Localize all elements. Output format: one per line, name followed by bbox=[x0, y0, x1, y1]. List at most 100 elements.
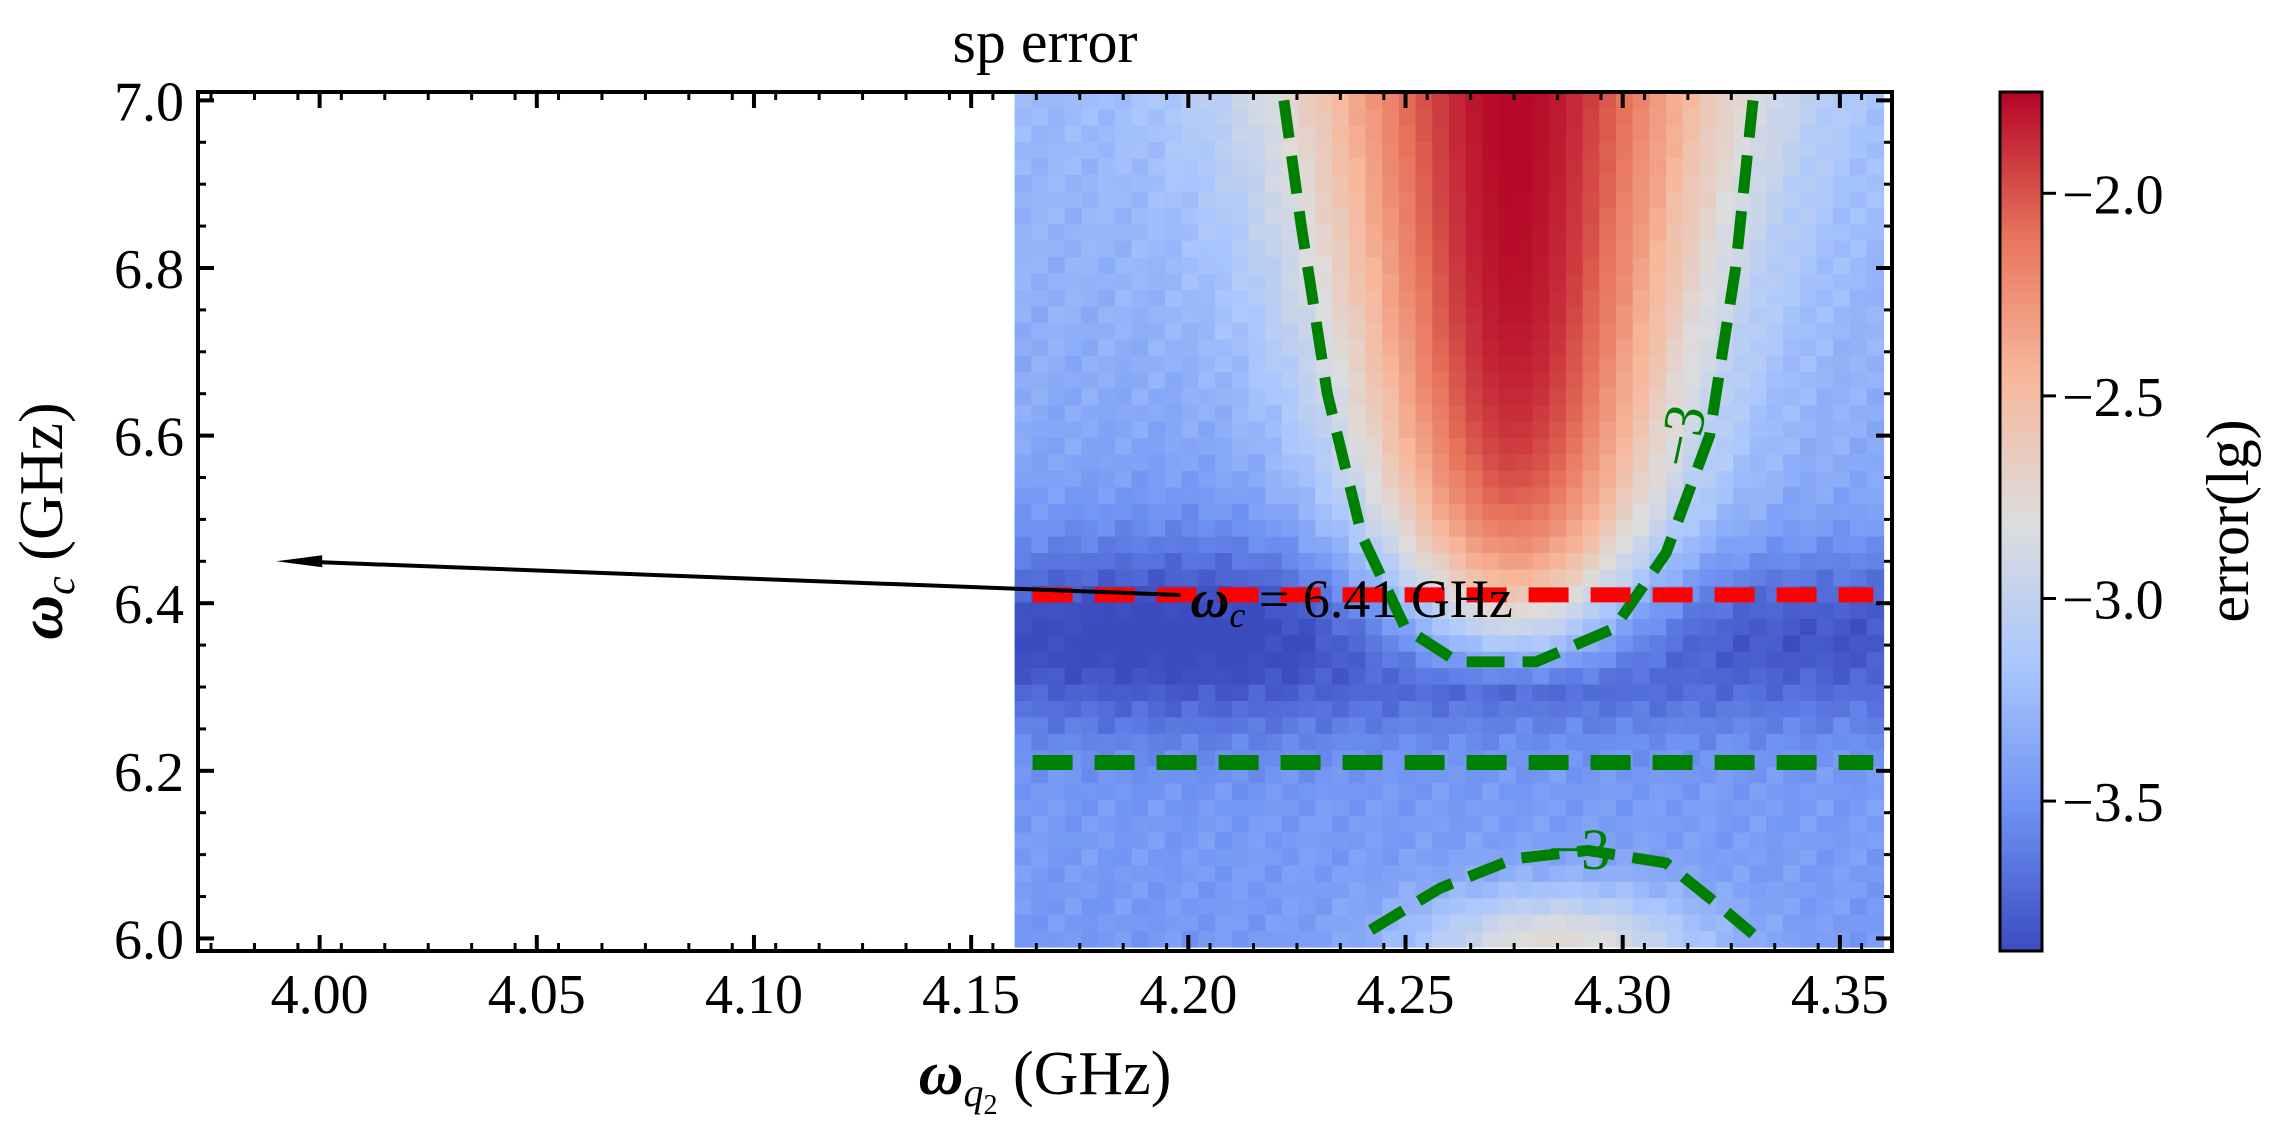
heatmap-cell bbox=[1799, 404, 1818, 422]
heatmap-cell bbox=[1766, 733, 1784, 751]
heatmap-cell bbox=[1465, 272, 1484, 291]
heatmap-cell bbox=[1181, 930, 1200, 948]
heatmap-cell bbox=[1048, 700, 1066, 718]
heatmap-cell bbox=[1482, 683, 1500, 702]
heatmap-cell bbox=[1164, 552, 1183, 570]
heatmap-cell bbox=[1515, 338, 1534, 356]
heatmap-cell bbox=[1432, 322, 1450, 340]
heatmap-cell bbox=[1081, 848, 1099, 866]
heatmap-cell bbox=[1432, 913, 1450, 932]
heatmap-cell bbox=[1281, 256, 1300, 274]
heatmap-cell bbox=[1031, 437, 1049, 455]
heatmap-cell bbox=[1014, 190, 1033, 208]
heatmap-cell bbox=[1081, 355, 1099, 373]
heatmap-cell bbox=[1732, 716, 1751, 734]
heatmap-cell bbox=[1666, 256, 1684, 274]
heatmap-cell bbox=[1632, 881, 1651, 899]
heatmap-cell bbox=[1148, 272, 1166, 291]
heatmap-cell bbox=[1231, 634, 1250, 652]
heatmap-cell bbox=[1448, 716, 1467, 734]
heatmap-cell bbox=[1365, 272, 1383, 291]
heatmap-cell bbox=[1766, 355, 1784, 373]
heatmap-cell bbox=[1432, 552, 1450, 570]
heatmap-cell bbox=[1716, 601, 1734, 619]
heatmap-cell bbox=[1064, 716, 1083, 734]
heatmap-cell bbox=[1398, 765, 1417, 784]
heatmap-cell bbox=[1666, 404, 1684, 422]
heatmap-cell bbox=[1215, 798, 1233, 817]
heatmap-cell bbox=[1766, 239, 1784, 258]
heatmap-cell bbox=[1565, 667, 1584, 685]
heatmap-cell bbox=[1799, 897, 1818, 915]
heatmap-cell bbox=[1833, 634, 1851, 652]
heatmap-cell bbox=[1616, 881, 1634, 899]
heatmap-cell bbox=[1164, 223, 1183, 241]
heatmap-cell bbox=[1248, 930, 1266, 948]
heatmap-cell bbox=[1666, 420, 1684, 439]
heatmap-cell bbox=[1732, 453, 1751, 471]
heatmap-cell bbox=[1448, 765, 1467, 784]
heatmap-cell bbox=[1114, 108, 1133, 126]
heatmap-cell bbox=[1599, 272, 1617, 291]
heatmap-cell bbox=[1432, 864, 1450, 882]
heatmap-cell bbox=[1415, 322, 1434, 340]
heatmap-cell bbox=[1382, 223, 1400, 241]
heatmap-cell bbox=[1131, 174, 1150, 192]
heatmap-cell bbox=[1699, 618, 1718, 636]
heatmap-cell bbox=[1783, 371, 1801, 389]
heatmap-cell bbox=[1181, 535, 1200, 554]
heatmap-cell bbox=[1799, 634, 1818, 652]
heatmap-cell bbox=[1164, 124, 1183, 143]
heatmap-cell bbox=[1131, 404, 1150, 422]
heatmap-cell bbox=[1599, 157, 1617, 175]
heatmap-cell bbox=[1682, 815, 1701, 833]
heatmap-cell bbox=[1632, 141, 1651, 159]
heatmap-cell bbox=[1081, 831, 1099, 849]
heatmap-cell bbox=[1833, 733, 1851, 751]
heatmap-cell bbox=[1599, 387, 1617, 406]
heatmap-cell bbox=[1398, 782, 1417, 800]
heatmap-cell bbox=[1215, 552, 1233, 570]
heatmap-cell bbox=[1682, 519, 1701, 537]
heatmap-cell bbox=[1866, 831, 1885, 849]
heatmap-cell bbox=[1599, 207, 1617, 225]
heatmap-cell bbox=[1833, 289, 1851, 307]
heatmap-cell bbox=[1565, 749, 1584, 767]
heatmap-cell bbox=[1515, 486, 1534, 504]
heatmap-cell bbox=[1365, 519, 1383, 537]
heatmap-cell bbox=[1398, 322, 1417, 340]
heatmap-cell bbox=[1415, 568, 1434, 586]
heatmap-cell bbox=[1398, 223, 1417, 241]
heatmap-cell bbox=[1382, 535, 1400, 554]
heatmap-cell bbox=[1515, 815, 1534, 833]
heatmap-cell bbox=[1866, 157, 1885, 175]
heatmap-cell bbox=[1081, 913, 1099, 932]
heatmap-cell bbox=[1048, 387, 1066, 406]
heatmap-cell bbox=[1499, 502, 1517, 521]
heatmap-cell bbox=[1081, 765, 1099, 784]
heatmap-cell bbox=[1849, 864, 1868, 882]
heatmap-cell bbox=[1398, 305, 1417, 323]
heatmap-cell bbox=[1081, 404, 1099, 422]
heatmap-cell bbox=[1348, 305, 1367, 323]
heatmap-cell bbox=[1799, 355, 1818, 373]
heatmap-cell bbox=[1849, 437, 1868, 455]
heatmap-cell bbox=[1799, 157, 1818, 175]
heatmap-cell bbox=[1599, 108, 1617, 126]
heatmap-cell bbox=[1382, 355, 1400, 373]
heatmap-cell bbox=[1382, 190, 1400, 208]
x-axis-label-sub: q bbox=[963, 1070, 983, 1115]
heatmap-cell bbox=[1348, 174, 1367, 192]
heatmap-cell bbox=[1398, 289, 1417, 307]
heatmap-cell bbox=[1281, 223, 1300, 241]
heatmap-cell bbox=[1716, 683, 1734, 702]
heatmap-cell bbox=[1398, 272, 1417, 291]
heatmap-cell bbox=[1415, 272, 1434, 291]
heatmap-cell bbox=[1482, 437, 1500, 455]
heatmap-cell bbox=[1666, 782, 1684, 800]
heatmap-cell bbox=[1332, 387, 1350, 406]
heatmap-cell bbox=[1599, 92, 1617, 110]
heatmap-cell bbox=[1398, 338, 1417, 356]
heatmap-cell bbox=[1081, 108, 1099, 126]
heatmap-cell bbox=[1031, 453, 1049, 471]
